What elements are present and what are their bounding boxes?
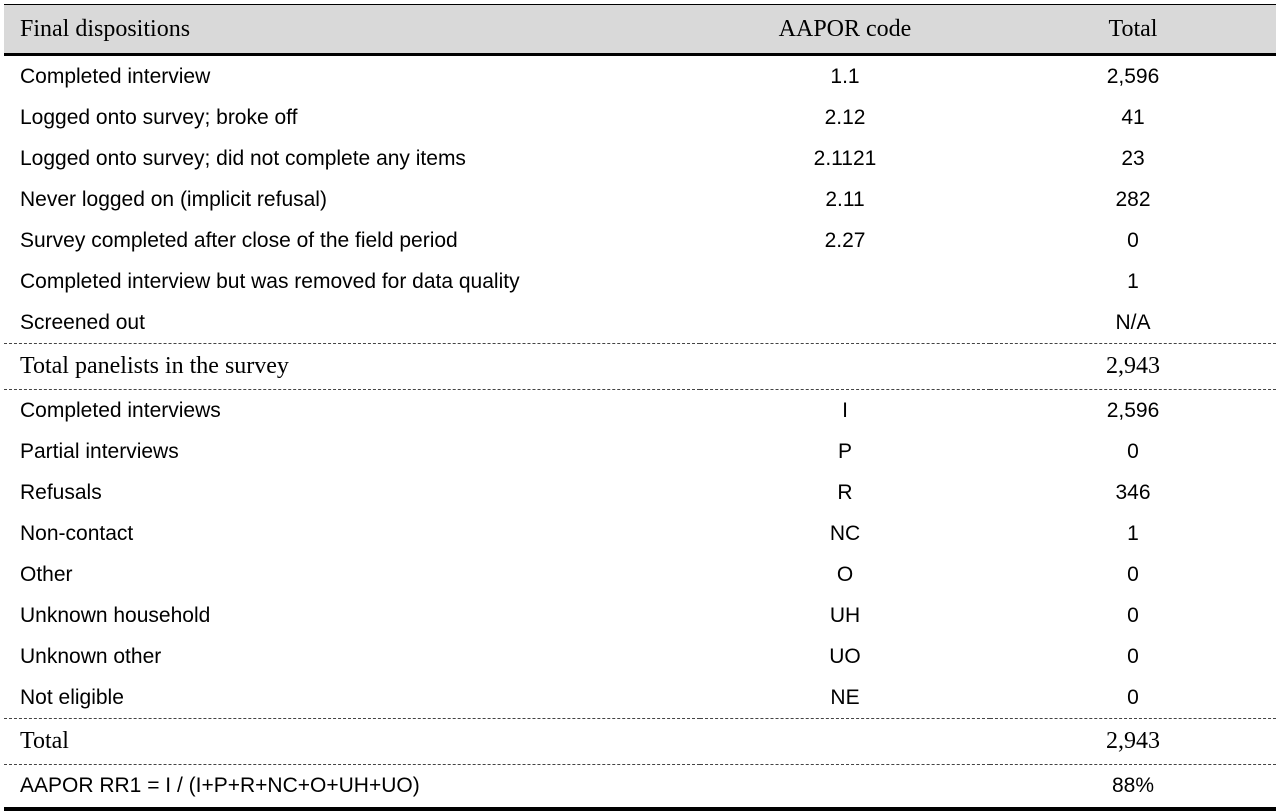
row-aapor-code: P <box>837 439 852 463</box>
table-row: AAPOR RR1 = I / (I+P+R+NC+O+UH+UO) 88% <box>4 764 1276 811</box>
row-total: 0 <box>1127 562 1139 586</box>
row-total: 0 <box>1127 644 1139 668</box>
row-label: Never logged on (implicit refusal) <box>20 187 327 211</box>
row-label: Not eligible <box>20 685 124 709</box>
table-row: Unknown other UO 0 <box>4 636 1276 677</box>
row-aapor-code: R <box>837 480 853 504</box>
row-total: 0 <box>1127 228 1139 252</box>
row-total: 2,943 <box>990 343 1276 390</box>
row-aapor-code <box>700 718 990 765</box>
row-label: Unknown household <box>20 603 211 627</box>
row-aapor-code <box>700 764 990 811</box>
row-label: Screened out <box>20 310 145 334</box>
row-label: Logged onto survey; broke off <box>20 105 298 129</box>
row-aapor-code: UO <box>829 644 861 668</box>
row-aapor-code: 2.11 <box>825 187 865 211</box>
row-aapor-code: I <box>700 389 990 431</box>
row-total: 1 <box>1127 521 1139 545</box>
row-label: Completed interview but was removed for … <box>20 269 520 293</box>
row-label: Completed interview <box>20 64 211 88</box>
row-aapor-code: NE <box>830 685 860 709</box>
header-row: Final dispositions AAPOR code Total <box>4 4 1276 55</box>
row-total: 346 <box>1115 480 1151 504</box>
table-row: Total 2,943 <box>4 718 1276 765</box>
row-total: 0 <box>1127 685 1139 709</box>
row-total: 1 <box>1127 269 1139 293</box>
header-final-dispositions: Final dispositions <box>4 4 700 55</box>
row-label: Survey completed after close of the fiel… <box>20 228 458 252</box>
header-total: Total <box>990 4 1276 55</box>
row-total: 23 <box>1121 146 1145 170</box>
row-label: Completed interviews <box>4 389 700 431</box>
row-label: Total <box>4 718 700 765</box>
row-total: 41 <box>1121 105 1145 129</box>
table-row: Completed interviews I 2,596 <box>4 389 1276 431</box>
row-aapor-code: UH <box>829 603 861 627</box>
row-total: N/A <box>1115 310 1151 334</box>
header-aapor-code: AAPOR code <box>700 4 990 55</box>
row-label: Total panelists in the survey <box>4 343 700 390</box>
row-aapor-code: 2.27 <box>824 228 866 252</box>
table-row: Logged onto survey; did not complete any… <box>4 138 1276 179</box>
table-row: Not eligible NE 0 <box>4 677 1276 719</box>
table-row: Never logged on (implicit refusal) 2.11 28… <box>4 179 1276 220</box>
row-label: Partial interviews <box>20 439 179 463</box>
table-row: Partial interviews P 0 <box>4 431 1276 472</box>
table-row: Survey completed after close of the fiel… <box>4 220 1276 261</box>
table-row: Other O 0 <box>4 554 1276 595</box>
row-label: Refusals <box>20 480 102 504</box>
row-aapor-code: 2.12 <box>824 105 866 129</box>
row-total: 282 <box>1115 187 1151 211</box>
table-row: Logged onto survey; broke off 2.12 41 <box>4 97 1276 138</box>
table-row: Non-contact NC 1 <box>4 513 1276 554</box>
table-row: Refusals R 346 <box>4 472 1276 513</box>
table-row: Completed interview but was removed for … <box>4 261 1276 302</box>
row-aapor-code: O <box>836 562 854 586</box>
row-label: AAPOR RR1 = I / (I+P+R+NC+O+UH+UO) <box>4 764 700 811</box>
row-aapor-code <box>700 302 990 344</box>
row-label: Unknown other <box>20 644 162 668</box>
table-row: Unknown household UH 0 <box>4 595 1276 636</box>
row-aapor-code <box>700 261 990 302</box>
row-total: 2,596 <box>990 389 1276 431</box>
row-total: 0 <box>1127 603 1139 627</box>
row-aapor-code <box>700 343 990 390</box>
row-total: 2,943 <box>990 718 1276 765</box>
table-row: Total panelists in the survey 2,943 <box>4 343 1276 390</box>
row-total: 0 <box>1127 439 1139 463</box>
row-label: Other <box>20 562 73 586</box>
dispositions-table: Final dispositions AAPOR code Total Comp… <box>4 4 1276 811</box>
row-aapor-code: NC <box>829 521 861 545</box>
table-row: Completed interview 1.1 2,596 <box>4 55 1276 98</box>
table-row: Screened out N/A <box>4 302 1276 344</box>
row-total: 2,596 <box>1106 64 1160 88</box>
row-aapor-code: 1.1 <box>830 64 860 88</box>
row-aapor-code: 2.1121 <box>813 146 877 170</box>
row-label: Logged onto survey; did not complete any… <box>20 146 466 170</box>
row-label: Non-contact <box>20 521 134 545</box>
row-total: 88% <box>990 764 1276 811</box>
